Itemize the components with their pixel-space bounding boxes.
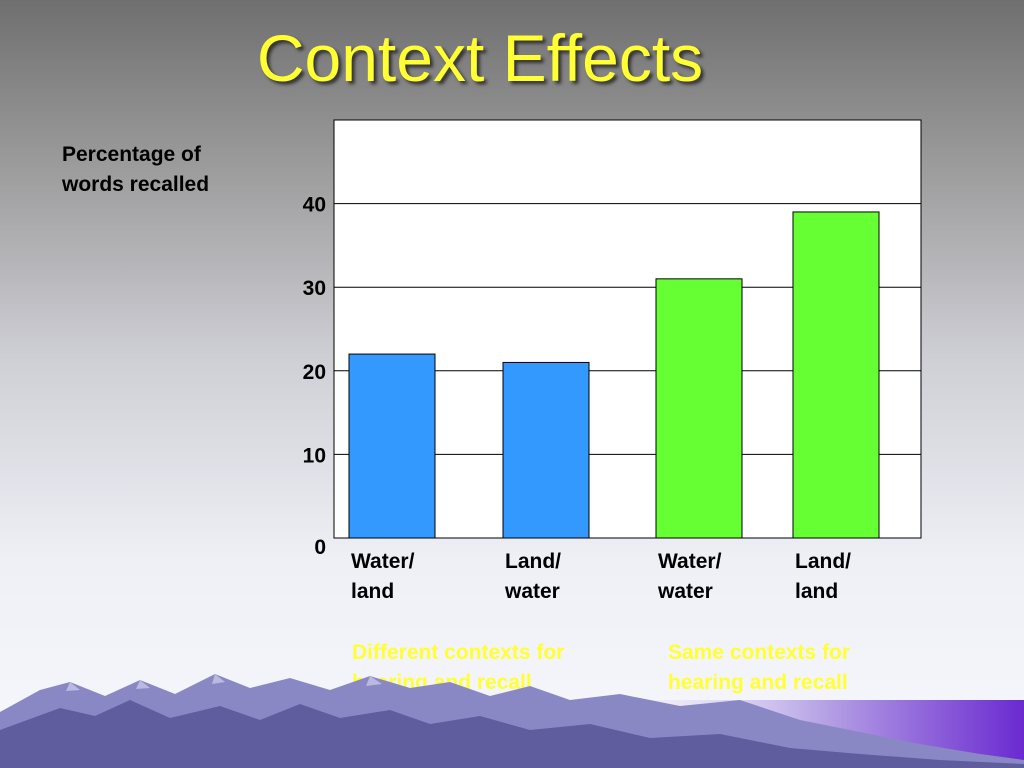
x-category-label: land (351, 580, 394, 603)
x-category-label: Land/ (505, 550, 561, 573)
mountain-landscape (0, 674, 1024, 768)
group-label-line: Different contexts for (352, 641, 565, 664)
x-category-label: Water/ (658, 550, 722, 573)
y-tick-label: 0 (314, 536, 326, 559)
mountain-range-front (0, 700, 1024, 768)
x-category-label: water (657, 580, 713, 603)
x-category-label: land (795, 580, 838, 603)
y-axis-label: Percentage of words recalled (62, 140, 282, 200)
y-tick-label: 10 (303, 444, 326, 467)
group-label-line: Same contexts for (668, 641, 851, 664)
y-ticks: 0 10 20 30 40 (303, 194, 326, 559)
x-category-label: water (504, 580, 560, 603)
bar (502, 361, 590, 539)
y-tick-label: 40 (303, 194, 326, 217)
group-label-line: hearing and recall (668, 671, 848, 694)
bar (348, 353, 436, 539)
bars (348, 211, 880, 539)
y-axis-label-text: Percentage of words recalled (62, 143, 210, 196)
x-category-label: Water/ (351, 550, 415, 573)
mountain-snow-highlights (66, 674, 382, 691)
bar-chart: 0 10 20 30 40 Water/land Land/water Water/wate… (303, 119, 922, 603)
group-label-same: Same contexts for hearing and recall (668, 638, 850, 698)
bar (792, 211, 880, 539)
x-category-label: Land/ (795, 550, 851, 573)
y-tick-label: 30 (303, 277, 326, 300)
y-tick-label: 20 (303, 361, 326, 384)
slide-title: Context Effects (256, 21, 704, 95)
x-categories: Water/land Land/water Water/water Land/land (351, 550, 851, 603)
bar (655, 278, 743, 539)
